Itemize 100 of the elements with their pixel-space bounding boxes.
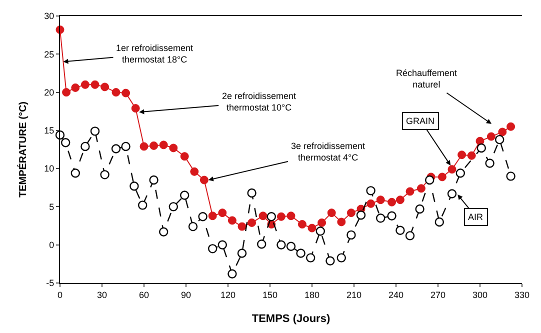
point (90, 80, 100, 89)
point (346, 208, 356, 218)
point (306, 253, 316, 262)
point (70, 168, 80, 178)
point (326, 256, 335, 266)
point (327, 208, 336, 218)
point (150, 141, 158, 150)
y-tick-label: 5 (49, 202, 54, 212)
y-axis-title: TEMPÉRATURE (°C) (17, 101, 30, 198)
point (498, 128, 507, 136)
point (416, 184, 426, 193)
x-tick-label: 180 (304, 290, 320, 300)
x-tick-label: 270 (430, 290, 446, 300)
point (406, 187, 414, 196)
x-tick-label: 330 (514, 290, 530, 300)
point (388, 198, 396, 206)
point (387, 211, 396, 220)
point (198, 212, 208, 222)
point (218, 240, 227, 250)
x-axis-title: TEMPS (Jours) (252, 313, 330, 325)
point (180, 190, 190, 200)
point (356, 210, 366, 220)
point (208, 244, 218, 254)
y-tick-label: 30 (44, 11, 54, 22)
point (159, 227, 168, 236)
point (425, 175, 434, 185)
x-tick-label: 30 (96, 290, 108, 300)
annotation: GRAIN (406, 116, 435, 126)
point (180, 152, 189, 161)
point (122, 88, 130, 98)
point (318, 218, 326, 227)
point (336, 253, 346, 262)
point (506, 122, 516, 131)
point (80, 142, 90, 152)
point (506, 172, 516, 181)
point (247, 188, 256, 198)
point (434, 217, 444, 227)
point (130, 182, 139, 191)
y-tick-label: 15 (44, 126, 54, 136)
x-tick-label: 0 (57, 290, 63, 300)
y-tick-label: 20 (44, 87, 54, 98)
annotation: AIR (468, 212, 484, 222)
point (298, 220, 306, 229)
annotation: Réchauffement naturel (396, 68, 458, 90)
point (62, 88, 71, 97)
point (228, 269, 237, 278)
point (308, 224, 316, 232)
point (169, 144, 178, 152)
point (266, 212, 276, 222)
point (276, 240, 286, 250)
point (90, 126, 100, 136)
point (112, 88, 120, 97)
point (458, 150, 466, 160)
x-tick-label: 60 (138, 290, 150, 300)
point (448, 165, 456, 174)
point (276, 212, 286, 221)
point (111, 144, 121, 154)
point (485, 158, 494, 168)
point (438, 172, 446, 182)
point (131, 104, 140, 113)
point (138, 200, 148, 210)
point (396, 196, 404, 204)
x-tick-label: 120 (220, 290, 236, 300)
point (80, 80, 90, 89)
point (337, 218, 346, 226)
point (100, 82, 110, 92)
point (258, 212, 268, 220)
point (140, 142, 148, 151)
annotation: 2e refroidissement thermostat 10°C (222, 91, 297, 113)
x-tick-label: 240 (388, 290, 404, 300)
point (248, 218, 256, 227)
point (238, 222, 246, 231)
point (467, 151, 476, 160)
point (495, 134, 504, 144)
point (415, 204, 424, 214)
point (286, 242, 296, 251)
point (376, 196, 385, 204)
x-tick-label: 90 (180, 290, 192, 300)
point (456, 168, 465, 178)
point (208, 212, 217, 220)
point (190, 167, 199, 176)
point (159, 140, 168, 150)
point (168, 202, 178, 212)
point (71, 83, 80, 92)
x-tick-label: 300 (472, 290, 488, 300)
y-tick-label: -5 (46, 278, 54, 288)
point (405, 231, 415, 240)
point (237, 248, 247, 258)
point (316, 226, 325, 236)
point (286, 212, 296, 220)
x-tick-label: 210 (346, 290, 362, 300)
point (228, 216, 236, 225)
annotation: 1er refroidissement thermostat 18°C (116, 43, 194, 65)
y-tick-label: 0 (49, 240, 54, 250)
point (396, 226, 405, 235)
point (200, 176, 208, 184)
point (346, 230, 356, 240)
point (366, 199, 376, 208)
point (257, 239, 266, 249)
annotation: 3e refroidissement thermostat 4°C (291, 141, 366, 163)
